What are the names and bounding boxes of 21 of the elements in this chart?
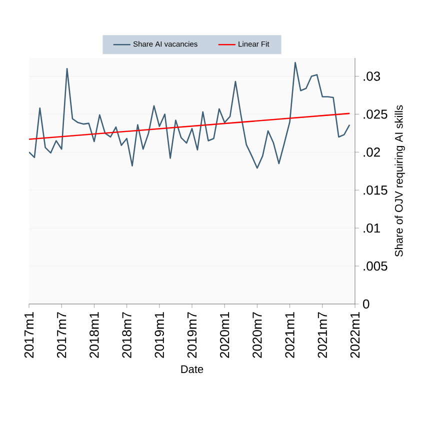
x-tick-label: 2021m7 — [318, 312, 327, 358]
x-axis-title: Date — [181, 365, 204, 374]
line-series — [29, 62, 350, 169]
y-tick-label: .005 — [364, 261, 388, 271]
x-tick-label: 2017m7 — [57, 312, 66, 358]
y-axis-title: Share of OJV requiring AI skills — [394, 105, 405, 257]
x-tick-label: 2019m7 — [187, 312, 197, 358]
y-tick-label: .03 — [364, 72, 380, 81]
x-tick-label: 2018m7 — [122, 312, 132, 358]
x-tick-label: 2020m7 — [252, 312, 262, 358]
y-tick-label: .015 — [364, 186, 388, 195]
y-tick-label: .02 — [364, 148, 380, 157]
x-tick-label: 2018m1 — [90, 312, 99, 358]
x-tick-label: 2022m1 — [350, 312, 360, 358]
x-tick-label: 2021m1 — [285, 312, 294, 358]
y-tick-label: .025 — [364, 110, 388, 119]
x-tick-label: 2019m1 — [154, 312, 164, 358]
x-tick-label: 2020m1 — [220, 312, 230, 358]
y-tick-label: .01 — [364, 223, 380, 233]
x-tick-label: 2017m1 — [24, 312, 34, 358]
y-tick-label: 0 — [363, 299, 370, 309]
